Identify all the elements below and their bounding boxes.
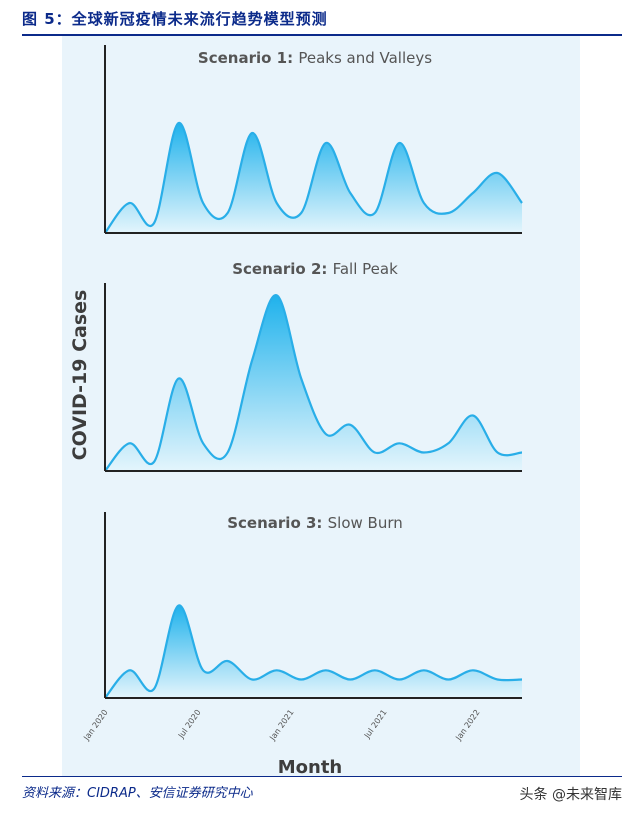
scenario-3-line: [104, 604, 523, 699]
scenario-2-line: [104, 294, 523, 472]
scenario-1-line: [104, 121, 523, 234]
x-tick-label: Jan 2022: [453, 708, 481, 743]
footer-rule: [22, 776, 622, 777]
x-axis-label: Month: [278, 757, 343, 778]
x-tick-label: Jan 2021: [267, 708, 295, 743]
title-rule: [22, 34, 622, 36]
scenario-2-area: [105, 295, 522, 471]
x-axis-ticks: Jan 2020 Jul 2020 Jan 2021 Jul 2021 Jan 2022: [81, 708, 481, 743]
x-tick-label: Jul 2021: [362, 708, 389, 741]
scenario-3-title: Scenario 3: Slow Burn: [227, 514, 403, 532]
scenario-panels: Scenario 1: Peaks and Valleys Scenario 2:…: [104, 45, 523, 699]
scenario-3-area: [105, 605, 522, 698]
scenario-3-panel: Scenario 3: Slow Burn: [104, 512, 523, 699]
scenario-1-panel: Scenario 1: Peaks and Valleys: [104, 45, 523, 234]
scenario-1-title: Scenario 1: Peaks and Valleys: [198, 49, 432, 67]
figure-title: 图 5：全球新冠疫情未来流行趋势模型预测: [22, 10, 328, 28]
x-tick-label: Jan 2020: [81, 708, 109, 743]
scenario-2-panel: Scenario 2: Fall Peak: [104, 260, 523, 472]
y-axis-label: COVID-19 Cases: [69, 290, 91, 461]
source-note: 资料来源：CIDRAP、安信证券研究中心: [22, 786, 253, 801]
x-tick-label: Jul 2020: [176, 708, 203, 741]
watermark-text: 头条 @未来智库: [519, 787, 622, 803]
scenario-2-title: Scenario 2: Fall Peak: [232, 260, 398, 278]
